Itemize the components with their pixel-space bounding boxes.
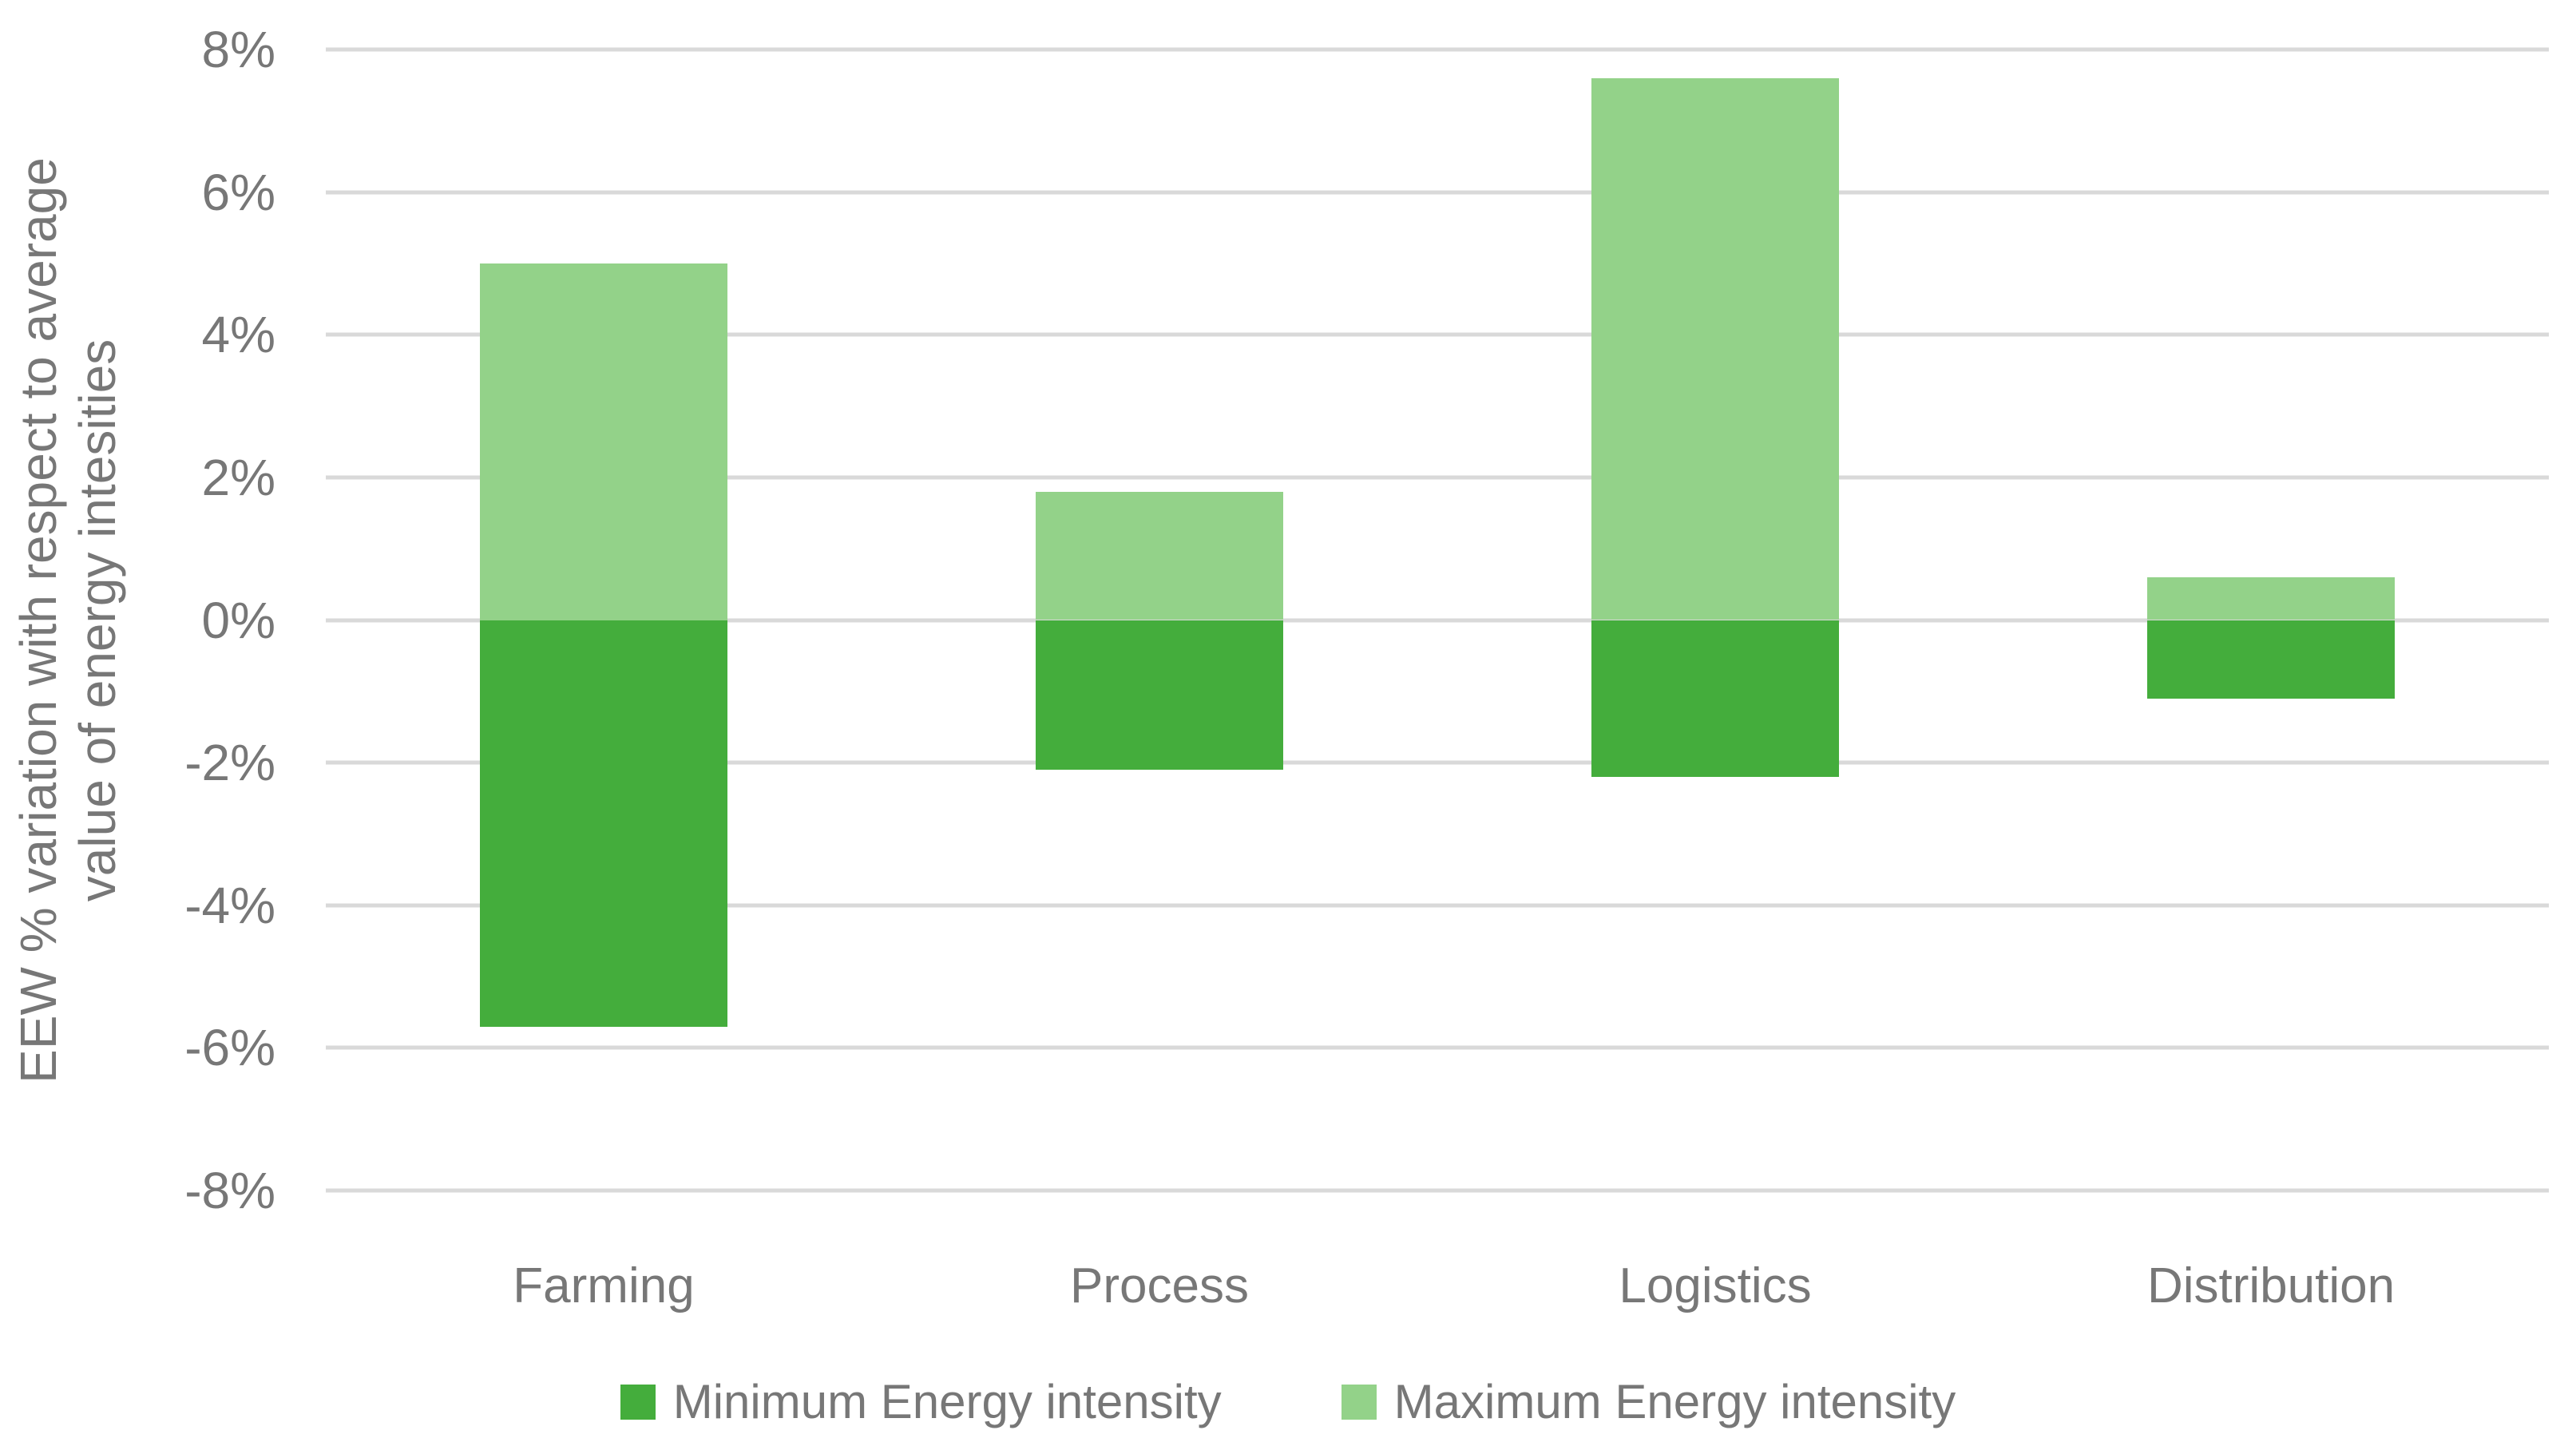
x-axis-category-labels: Farming Process Logistics Distribution	[326, 1250, 2549, 1322]
bar-maximum-farming	[480, 263, 727, 620]
legend-item: Minimum Energy intensity	[620, 1378, 1222, 1426]
gridline	[326, 760, 2549, 765]
legend-label: Maximum Energy intensity	[1393, 1375, 1956, 1428]
bar-minimum-distribution	[2147, 620, 2395, 699]
bar-maximum-process	[1036, 491, 1283, 620]
gridline	[326, 332, 2549, 337]
legend-swatch-icon	[620, 1385, 656, 1420]
bar-minimum-farming	[480, 620, 727, 1027]
legend-item: Maximum Energy intensity	[1341, 1375, 1956, 1428]
bar-maximum-distribution	[2147, 576, 2395, 620]
gridline	[326, 903, 2549, 908]
y-tick-label: 0%	[201, 591, 276, 649]
gridline	[326, 47, 2549, 52]
bar-maximum-logistics	[1591, 77, 1839, 620]
y-tick-label: 2%	[201, 448, 276, 506]
y-axis-tick-labels: 8% 6% 4% 2% 0% -2% -4% -6% -8%	[0, 0, 275, 1450]
legend: Minimum Energy intensity Maximum Energy i…	[0, 1370, 2576, 1434]
y-tick-label: -8%	[184, 1162, 275, 1219]
y-tick-label: -4%	[184, 876, 275, 934]
legend-label: Minimum Energy intensity	[672, 1375, 1222, 1428]
y-tick-label: 6%	[201, 163, 276, 221]
y-tick-label: -2%	[184, 734, 275, 792]
y-tick-label: 4%	[201, 306, 276, 364]
x-category-label-process: Process	[1070, 1258, 1249, 1313]
gridline	[326, 618, 2549, 622]
y-tick-label: -6%	[184, 1019, 275, 1077]
x-category-label-distribution: Distribution	[2146, 1258, 2396, 1313]
bar-minimum-process	[1036, 620, 1283, 771]
x-category-label-farming: Farming	[513, 1258, 695, 1313]
gridline	[326, 1188, 2549, 1193]
y-tick-label: 8%	[201, 21, 276, 78]
plot-area	[326, 47, 2549, 1193]
x-category-label-logistics: Logistics	[1619, 1258, 1812, 1313]
legend-swatch-icon	[1341, 1385, 1377, 1420]
gridline	[326, 1045, 2549, 1050]
gridline	[326, 475, 2549, 480]
gridline	[326, 190, 2549, 195]
bar-minimum-logistics	[1591, 620, 1839, 777]
